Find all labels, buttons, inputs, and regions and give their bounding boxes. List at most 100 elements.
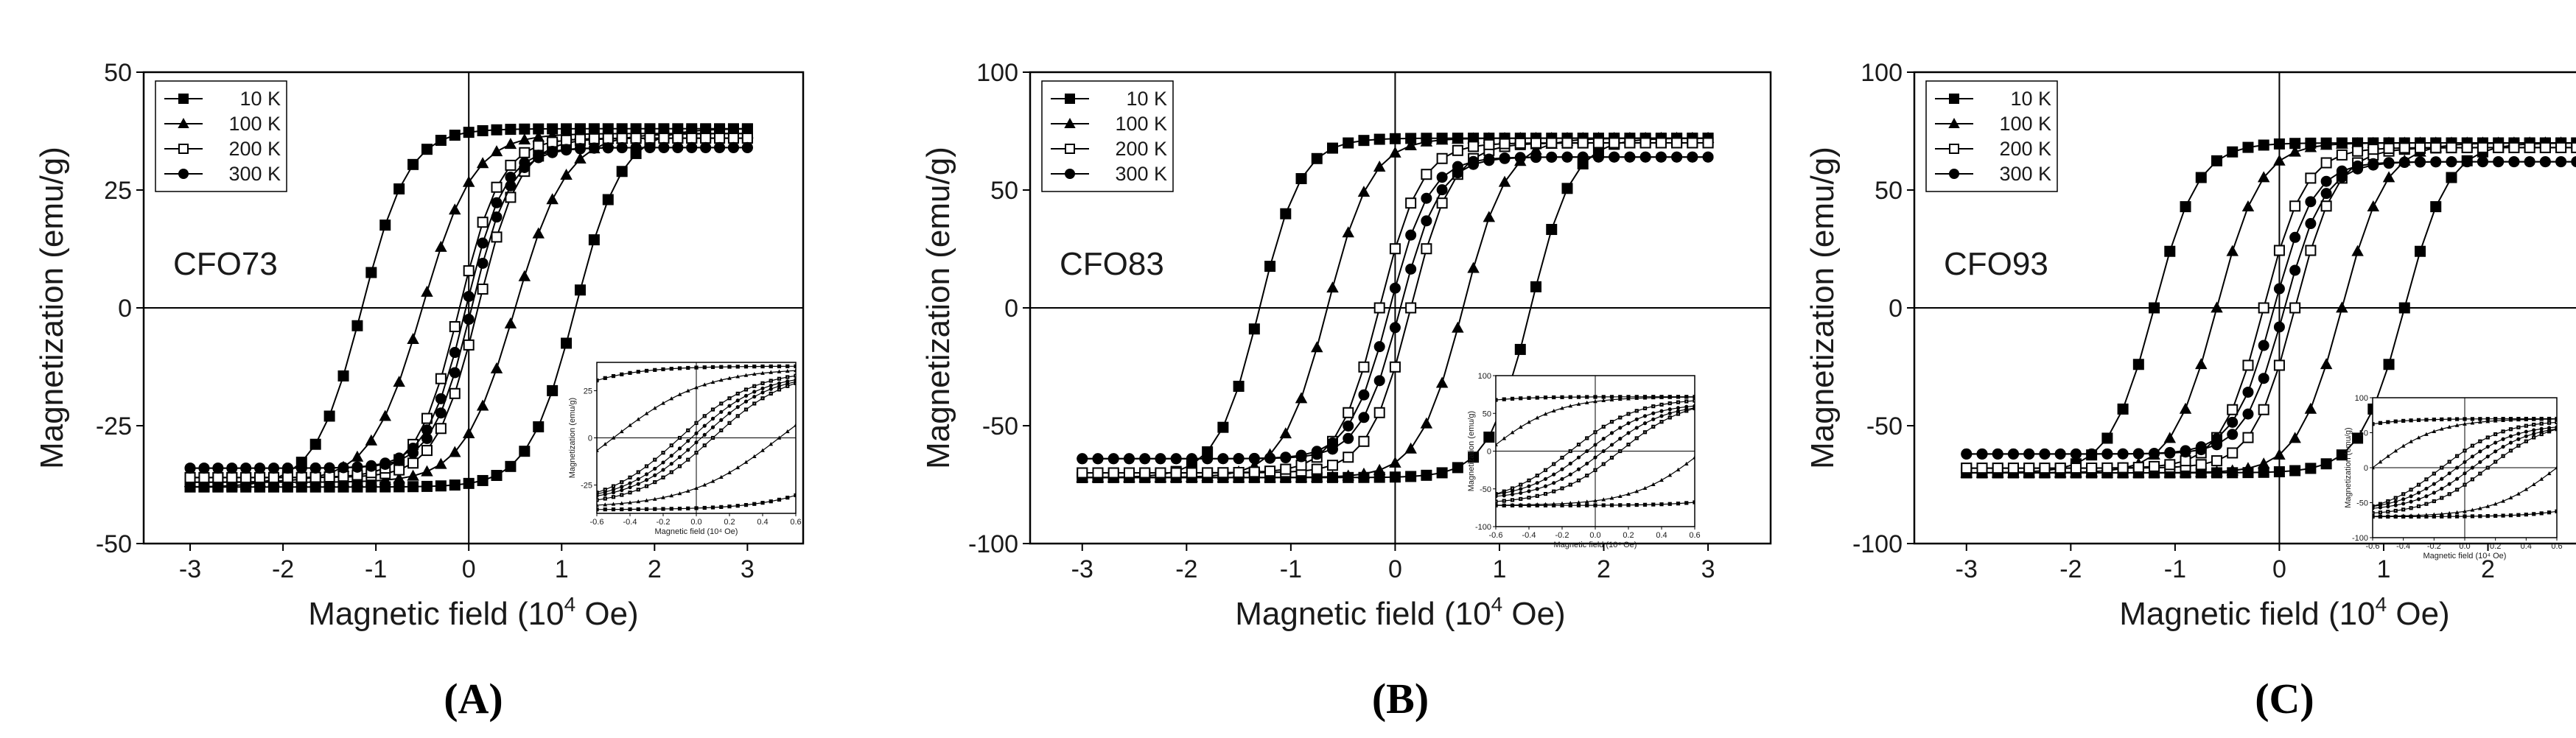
inset-data-point [2440,417,2444,421]
inset-data-point [636,482,640,486]
inset-data-point [619,501,624,505]
inset-data-point [2532,432,2536,436]
inset-data-point [1617,493,1623,499]
inset-data-point [2501,513,2505,518]
inset-data-point [2516,443,2521,448]
data-point [254,471,266,483]
inset-y-tick-label: 100 [2355,394,2368,403]
inset-y-tick-label: 100 [1478,372,1491,381]
data-point [1498,175,1511,187]
inset-data-point [611,507,616,512]
data-point [2415,156,2426,168]
data-point [504,317,517,328]
inset-data-point [2524,487,2529,491]
inset-data-point [653,479,657,485]
data-point [2524,141,2535,153]
data-point [421,465,433,477]
inset-y-tick-label: -50 [2356,499,2368,508]
data-point [435,373,447,384]
data-point [2305,463,2317,474]
inset-data-point [652,496,657,501]
data-point [421,480,433,492]
inset-y-tick-label: -25 [581,482,592,491]
inset-data-point [2373,511,2375,516]
sample-label: CFO83 [1060,246,1164,282]
inset-data-point [710,379,715,384]
data-point [505,460,517,472]
inset-data-point [1560,455,1564,460]
inset-data-point [2463,471,2467,476]
data-point [2054,448,2066,460]
inset-data-point [2508,513,2513,518]
inset-data-point [760,448,765,452]
data-point [1358,361,1370,373]
inset-data-point [2485,417,2490,421]
inset-data-point [1593,455,1597,460]
inset-data-point [2378,421,2383,425]
data-point [267,471,279,483]
inset-data-point [694,485,699,491]
inset-data-point [1552,462,1556,466]
x-tick-label: -1 [365,555,387,583]
inset-data-point [677,366,682,370]
data-point [476,157,489,169]
data-point [2195,459,2207,471]
legend-marker [1065,144,1075,154]
data-point [1609,137,1620,149]
data-point [2242,359,2254,371]
inset-data-point [620,507,624,512]
data-point [505,124,517,136]
inset-data-point [2454,514,2460,519]
data-point [2241,200,2255,211]
data-point [212,463,224,474]
inset-data-point [2524,424,2528,428]
data-point [1389,361,1401,373]
x-tick-label: -1 [1280,555,1302,583]
data-point [1421,469,1432,481]
data-point [1405,197,1417,209]
data-point [1624,137,1636,149]
inset-data-point [1560,486,1564,491]
inset-data-point [603,507,607,512]
inset-data-point [1527,396,1531,400]
data-point [1217,421,1229,433]
data-point [463,290,475,302]
inset-data-point [794,423,796,427]
inset-data-point [1576,478,1581,482]
data-point [2336,301,2348,313]
data-point [574,152,587,164]
data-point [533,140,545,152]
data-point [2164,245,2176,257]
inset-data-point [718,474,724,479]
data-point [1233,453,1245,465]
inset-data-point [1568,472,1572,477]
inset-data-point [2539,511,2544,516]
inset-data-point [2478,449,2482,454]
data-point [198,463,210,474]
data-point [533,123,545,135]
inset-data-point [2439,511,2444,516]
inset-data-point [1560,501,1564,505]
data-point [2023,463,2035,474]
data-point [1420,135,1433,147]
data-point [281,471,293,483]
data-point [672,133,684,144]
data-point [462,175,475,187]
inset-data-point [1552,489,1556,493]
data-point [1452,161,1463,172]
inset-data-point [1543,396,1548,400]
data-point [1170,453,1182,465]
inset-data-point [2440,496,2444,500]
inset-data-point [1543,502,1548,506]
data-point [1389,456,1401,468]
inset-data-point [1593,399,1597,404]
data-point [1404,138,1417,150]
data-point [2289,200,2301,212]
data-point [1687,137,1698,149]
data-point [2117,403,2129,415]
data-point [1311,463,1323,475]
inset-data-point [710,435,715,440]
legend-marker [1065,94,1075,104]
inset-data-point [2478,514,2482,519]
inset-data-point [597,492,599,496]
